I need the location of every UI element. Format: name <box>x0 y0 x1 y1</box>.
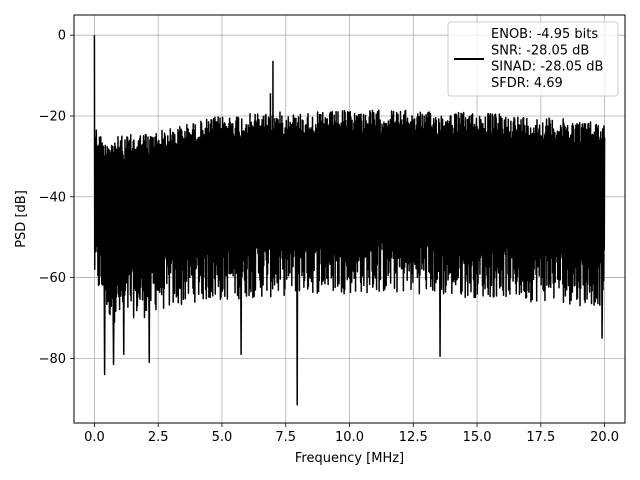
x-tick-label: 7.5 <box>275 430 296 445</box>
legend-label: ENOB: -4.95 bits SNR: -28.05 dB SINAD: -28… <box>491 27 603 91</box>
legend-box <box>447 21 619 97</box>
x-tick-label: 0.0 <box>84 430 105 445</box>
y-tick-label: −80 <box>39 352 66 367</box>
y-axis-label: PSD [dB] <box>14 190 29 248</box>
x-tick-label: 2.5 <box>148 430 169 445</box>
legend-line-text: ENOB: -4.95 bits <box>491 27 598 42</box>
legend-line-text: SFDR: 4.69 <box>491 76 563 91</box>
legend-line-text: SNR: -28.05 dB <box>491 43 589 58</box>
x-tick-label: 10.0 <box>335 430 364 445</box>
x-tick-label: 17.5 <box>526 430 555 445</box>
x-axis-label: Frequency [MHz] <box>295 451 404 466</box>
y-tick-label: −20 <box>39 109 66 124</box>
x-tick-label: 20.0 <box>590 430 619 445</box>
y-tick-label: 0 <box>58 29 66 44</box>
y-tick-label: −60 <box>39 271 66 286</box>
x-tick-label: 5.0 <box>212 430 233 445</box>
series-psd <box>93 35 606 406</box>
x-tick-label: 15.0 <box>463 430 492 445</box>
legend-line-text: SINAD: -28.05 dB <box>491 60 603 75</box>
ticks: 0.0 2.5 5.0 7.5 10.0 12.5 15.0 17.5 20.0 0 −20 −40 −… <box>39 29 620 445</box>
legend: ENOB: -4.95 bits SNR: -28.05 dB SINAD: -28… <box>447 21 619 97</box>
y-tick-label: −40 <box>39 190 66 205</box>
x-tick-label: 12.5 <box>399 430 428 445</box>
psd-line <box>93 35 606 406</box>
